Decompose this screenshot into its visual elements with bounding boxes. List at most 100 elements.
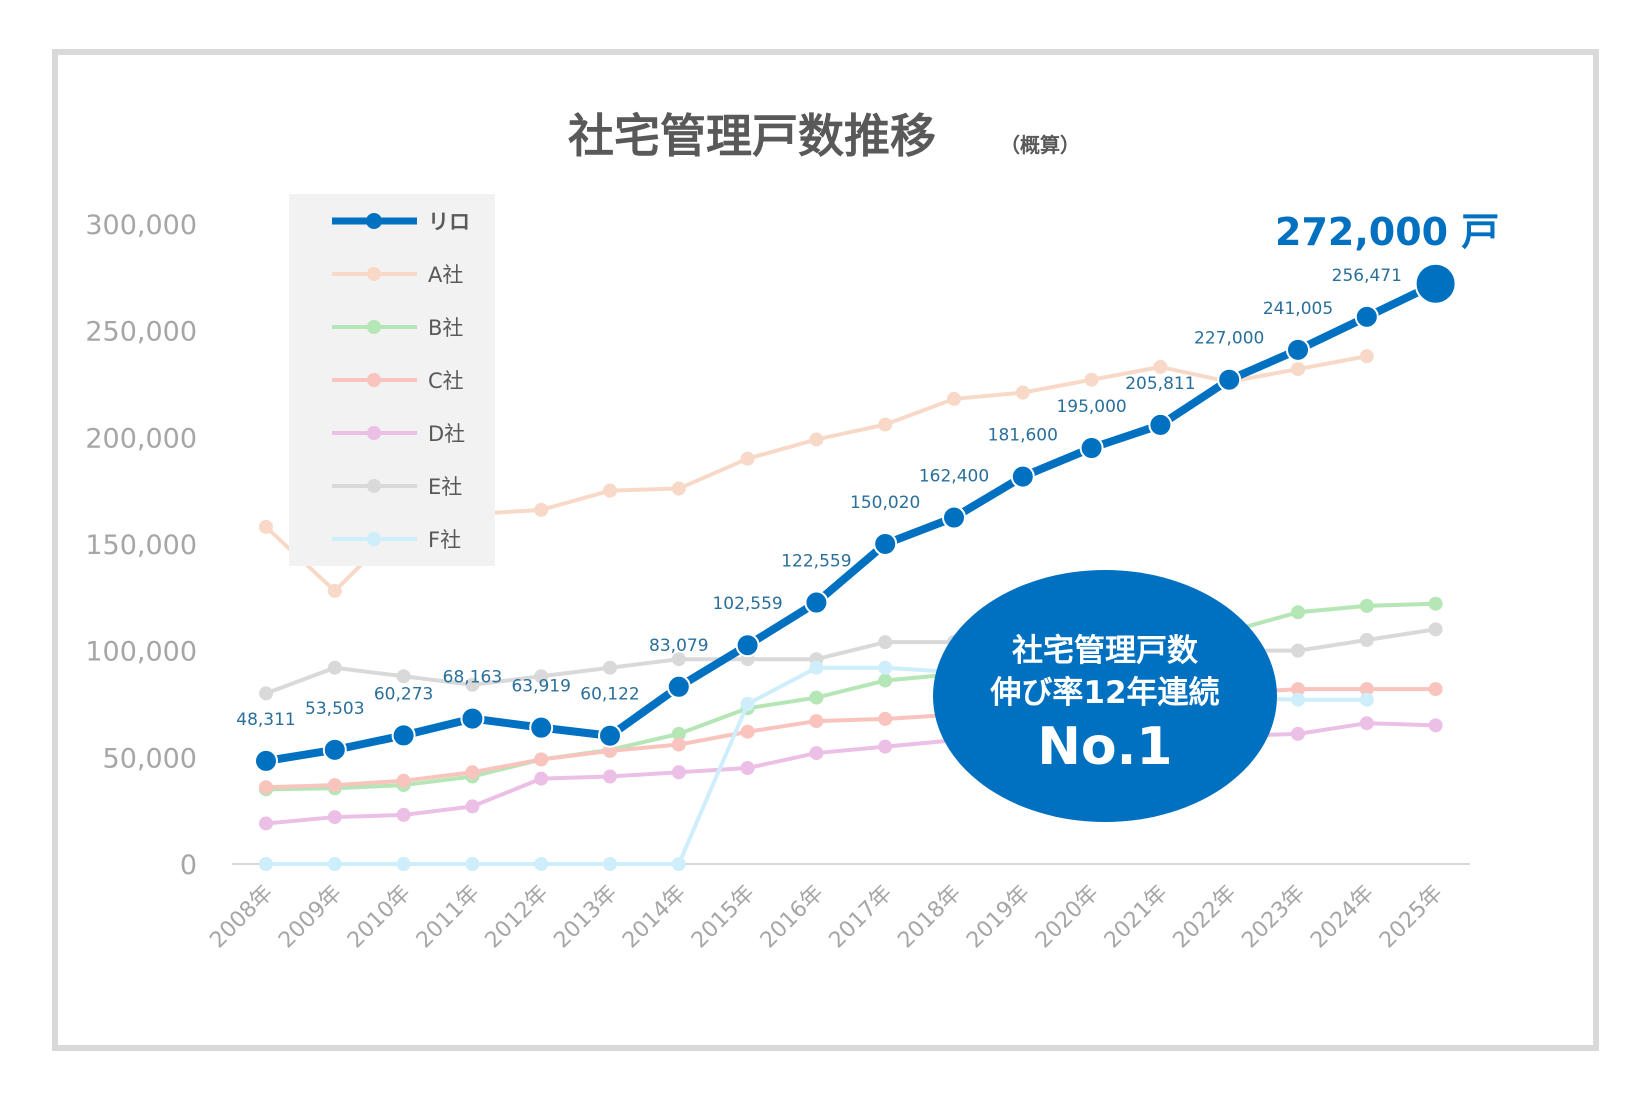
- data-point: [1291, 643, 1305, 658]
- data-point: [1153, 359, 1168, 374]
- data-point: [259, 816, 273, 831]
- data-label: 205,811: [1125, 374, 1195, 394]
- data-point: [1286, 337, 1310, 362]
- data-point: [1354, 304, 1379, 329]
- data-label: 53,503: [305, 699, 364, 719]
- chart-subtitle: （概算）: [1000, 133, 1080, 157]
- legend-label: B社: [428, 316, 463, 340]
- data-point: [327, 660, 342, 675]
- badge-line3: No.1: [1037, 717, 1172, 777]
- x-tick-label: 2023年: [1237, 881, 1310, 954]
- data-point: [740, 761, 755, 775]
- chart-title: 社宅管理戸数推移: [568, 109, 936, 163]
- x-tick-label: 2019年: [962, 881, 1035, 954]
- data-point: [671, 857, 686, 871]
- badge-line2: 伸び率12年連続: [989, 675, 1219, 711]
- x-tick-label: 2017年: [825, 881, 898, 954]
- data-label: 102,559: [712, 594, 782, 614]
- y-tick-label: 50,000: [103, 743, 197, 774]
- data-label: 60,273: [374, 684, 433, 704]
- x-tick-label: 2008年: [205, 881, 278, 954]
- data-label: 83,079: [649, 636, 708, 656]
- data-label: 63,919: [511, 677, 570, 697]
- x-tick-label: 2022年: [1169, 881, 1242, 954]
- data-point: [327, 810, 342, 825]
- data-point: [878, 635, 893, 650]
- legend-marker: [367, 532, 381, 546]
- data-point: [603, 743, 617, 758]
- data-point: [671, 652, 686, 667]
- y-tick-label: 250,000: [85, 317, 197, 348]
- data-point: [396, 807, 411, 822]
- data-point: [671, 481, 686, 496]
- x-tick-label: 2014年: [618, 881, 691, 954]
- data-point: [1079, 436, 1104, 460]
- data-point: [534, 752, 549, 767]
- data-point: [327, 857, 342, 871]
- legend-label: F社: [428, 528, 461, 552]
- data-point: [671, 726, 686, 741]
- data-point: [809, 432, 824, 447]
- data-point: [534, 669, 549, 684]
- data-point: [603, 483, 617, 498]
- data-label: 150,020: [850, 493, 920, 513]
- data-label: 162,400: [919, 467, 989, 487]
- data-point: [735, 633, 760, 658]
- data-point: [534, 771, 549, 786]
- data-point: [878, 711, 893, 726]
- data-point: [259, 780, 273, 795]
- legend-marker: [367, 479, 381, 493]
- data-point: [942, 505, 966, 530]
- data-label: 122,559: [781, 552, 851, 572]
- series-rilo: [254, 262, 1457, 773]
- data-point: [603, 769, 617, 784]
- data-point: [465, 857, 480, 871]
- data-point: [1359, 682, 1374, 697]
- data-point: [603, 857, 617, 871]
- x-tick-label: 2020年: [1031, 881, 1104, 954]
- data-point: [740, 724, 755, 739]
- x-tick-label: 2018年: [893, 881, 966, 954]
- data-point: [1291, 726, 1305, 741]
- data-point: [804, 590, 829, 615]
- data-point: [878, 660, 893, 675]
- data-label: 241,005: [1263, 299, 1333, 319]
- data-point: [1428, 718, 1443, 733]
- data-point: [1217, 367, 1242, 392]
- data-point: [809, 746, 824, 761]
- data-point: [465, 677, 480, 692]
- data-point: [1414, 262, 1457, 305]
- data-point: [259, 519, 273, 534]
- data-point: [740, 697, 755, 711]
- data-point: [1084, 372, 1099, 387]
- data-point: [1428, 622, 1443, 637]
- no1-badge: 社宅管理戸数 伸び率12年連続 No.1: [933, 570, 1277, 822]
- data-point: [1359, 633, 1374, 647]
- main-series-layer: [254, 262, 1457, 773]
- data-point: [391, 723, 416, 748]
- legend-label: A社: [428, 263, 463, 287]
- y-tick-label: 200,000: [85, 423, 197, 454]
- badge-line1: 社宅管理戸数: [1012, 633, 1198, 669]
- data-point: [465, 799, 480, 814]
- x-tick-label: 2021年: [1100, 881, 1173, 954]
- x-tick-label: 2009年: [274, 881, 347, 954]
- data-point: [396, 773, 411, 788]
- data-point: [259, 857, 273, 871]
- data-point: [1291, 362, 1305, 377]
- data-point: [1291, 692, 1305, 707]
- data-label: 68,163: [443, 668, 502, 688]
- data-point: [254, 748, 278, 773]
- data-point: [1291, 605, 1305, 620]
- data-point: [809, 690, 824, 705]
- data-point: [460, 706, 485, 731]
- x-tick-label: 2016年: [756, 881, 829, 954]
- data-point: [1148, 412, 1173, 437]
- legend-marker: [367, 373, 381, 387]
- legend-marker: [367, 320, 381, 334]
- legend-marker: [366, 213, 382, 229]
- y-tick-label: 150,000: [85, 530, 197, 561]
- data-point: [396, 857, 411, 871]
- data-point: [1015, 385, 1030, 400]
